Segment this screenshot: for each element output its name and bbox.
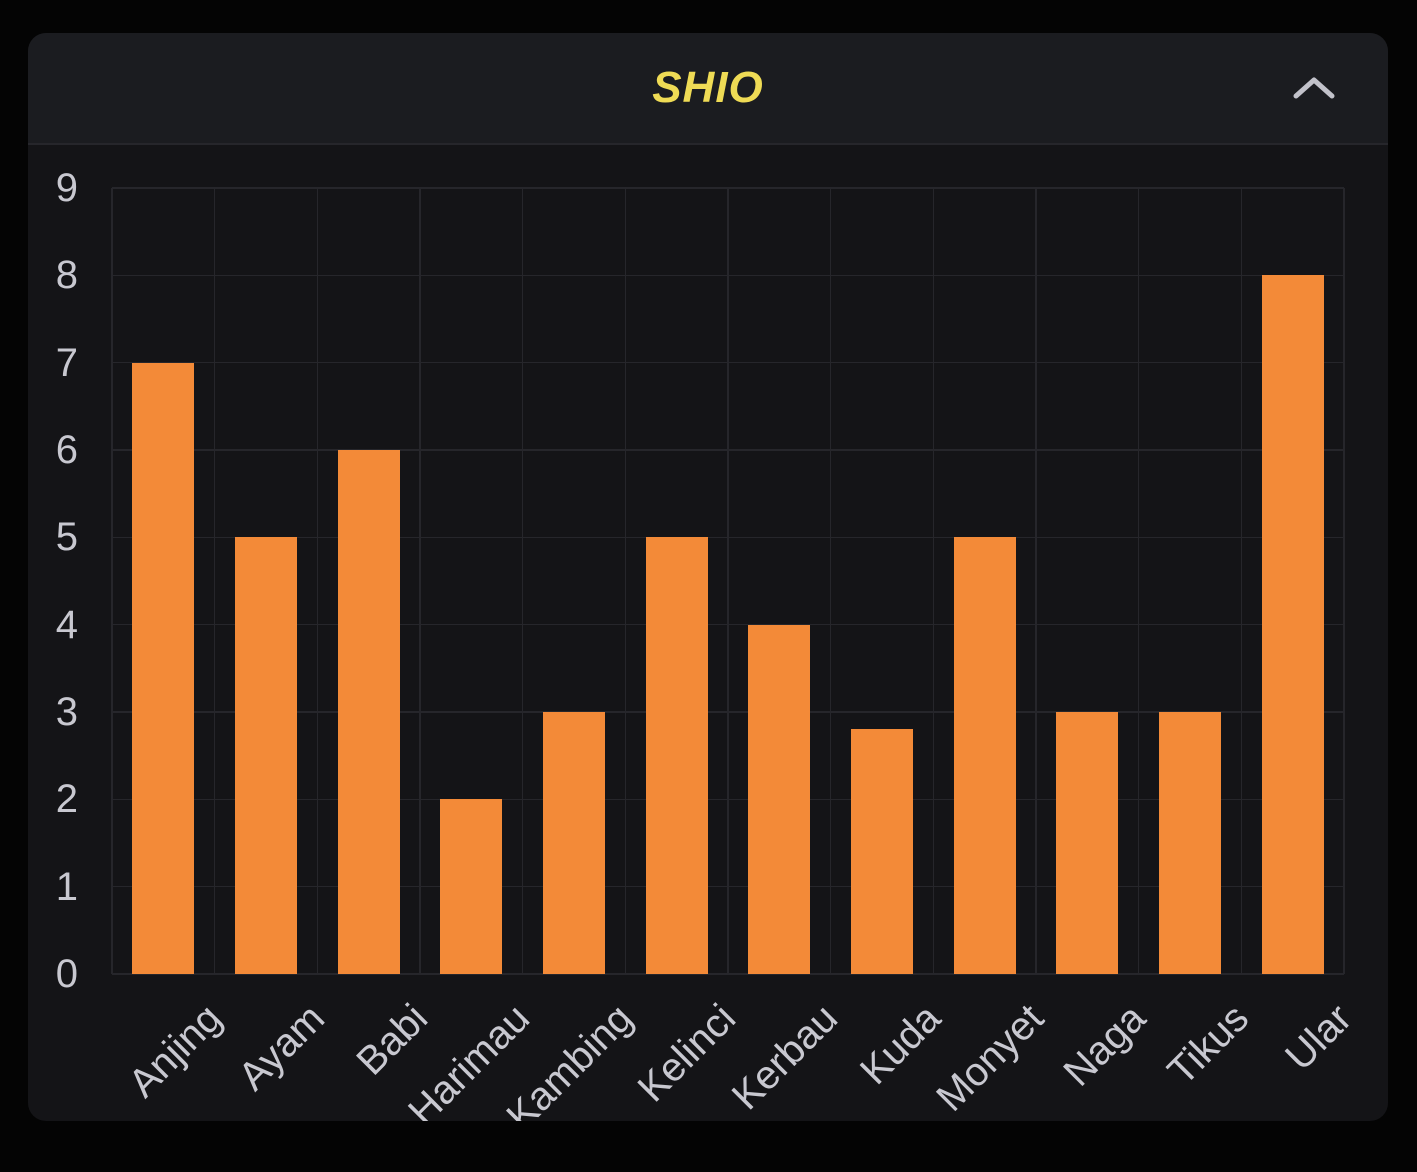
bar-harimau[interactable] <box>440 799 503 974</box>
bar-ayam[interactable] <box>235 537 297 974</box>
bar-monyet[interactable] <box>953 537 1016 974</box>
bar-tikus[interactable] <box>1159 712 1221 974</box>
gridline-vertical <box>932 188 935 974</box>
gridline-vertical <box>829 188 832 974</box>
shio-bar-chart: 0 1 2 3 4 5 6 7 8 9 Anjing Ayam Babi Harimau Kambing Ke… <box>28 145 1388 1121</box>
gridline-vertical <box>111 188 113 974</box>
gridline-vertical <box>1035 188 1037 974</box>
y-axis-tick-label: 7 <box>55 340 78 385</box>
gridline-vertical <box>727 188 729 974</box>
bar-naga[interactable] <box>1056 712 1119 974</box>
y-axis-tick-label: 6 <box>55 428 78 472</box>
bar-ular[interactable] <box>1261 275 1324 974</box>
gridline-vertical <box>419 188 421 974</box>
y-axis-tick-label: 3 <box>55 690 78 734</box>
y-axis-tick-label: 4 <box>55 602 78 647</box>
gridline-vertical <box>624 188 627 974</box>
bar-kambing[interactable] <box>543 712 605 974</box>
gridline-vertical <box>213 188 216 974</box>
y-axis-tick-label: 8 <box>55 253 78 298</box>
bar-kerbau[interactable] <box>748 624 811 974</box>
y-axis-tick-label: 0 <box>55 952 78 996</box>
panel-header: SHIO <box>28 33 1388 145</box>
chevron-up-icon <box>1293 77 1335 99</box>
bar-kelinci[interactable] <box>645 537 708 974</box>
bar-babi[interactable] <box>337 450 400 974</box>
shio-panel: SHIO 0 1 2 3 4 5 6 7 8 9 Anjing Ayam Babi Harimau Kamb… <box>28 33 1388 1121</box>
gridline-vertical <box>316 188 319 974</box>
collapse-button[interactable] <box>1282 66 1346 110</box>
bar-kuda[interactable] <box>851 729 913 974</box>
panel-title: SHIO <box>652 63 764 112</box>
y-axis-tick-label: 2 <box>55 777 78 822</box>
gridline-vertical <box>521 188 524 974</box>
gridline-horizontal <box>112 973 1344 975</box>
bar-anjing[interactable] <box>132 362 195 974</box>
gridline-vertical <box>1240 188 1243 974</box>
y-axis-tick-label: 9 <box>55 166 78 210</box>
y-axis-tick-label: 1 <box>55 864 78 909</box>
y-axis-tick-label: 5 <box>55 515 78 560</box>
panel-body: 0 1 2 3 4 5 6 7 8 9 Anjing Ayam Babi Harimau Kambing Ke… <box>28 145 1388 1121</box>
gridline-vertical <box>1137 188 1140 974</box>
gridline-vertical <box>1343 188 1345 974</box>
